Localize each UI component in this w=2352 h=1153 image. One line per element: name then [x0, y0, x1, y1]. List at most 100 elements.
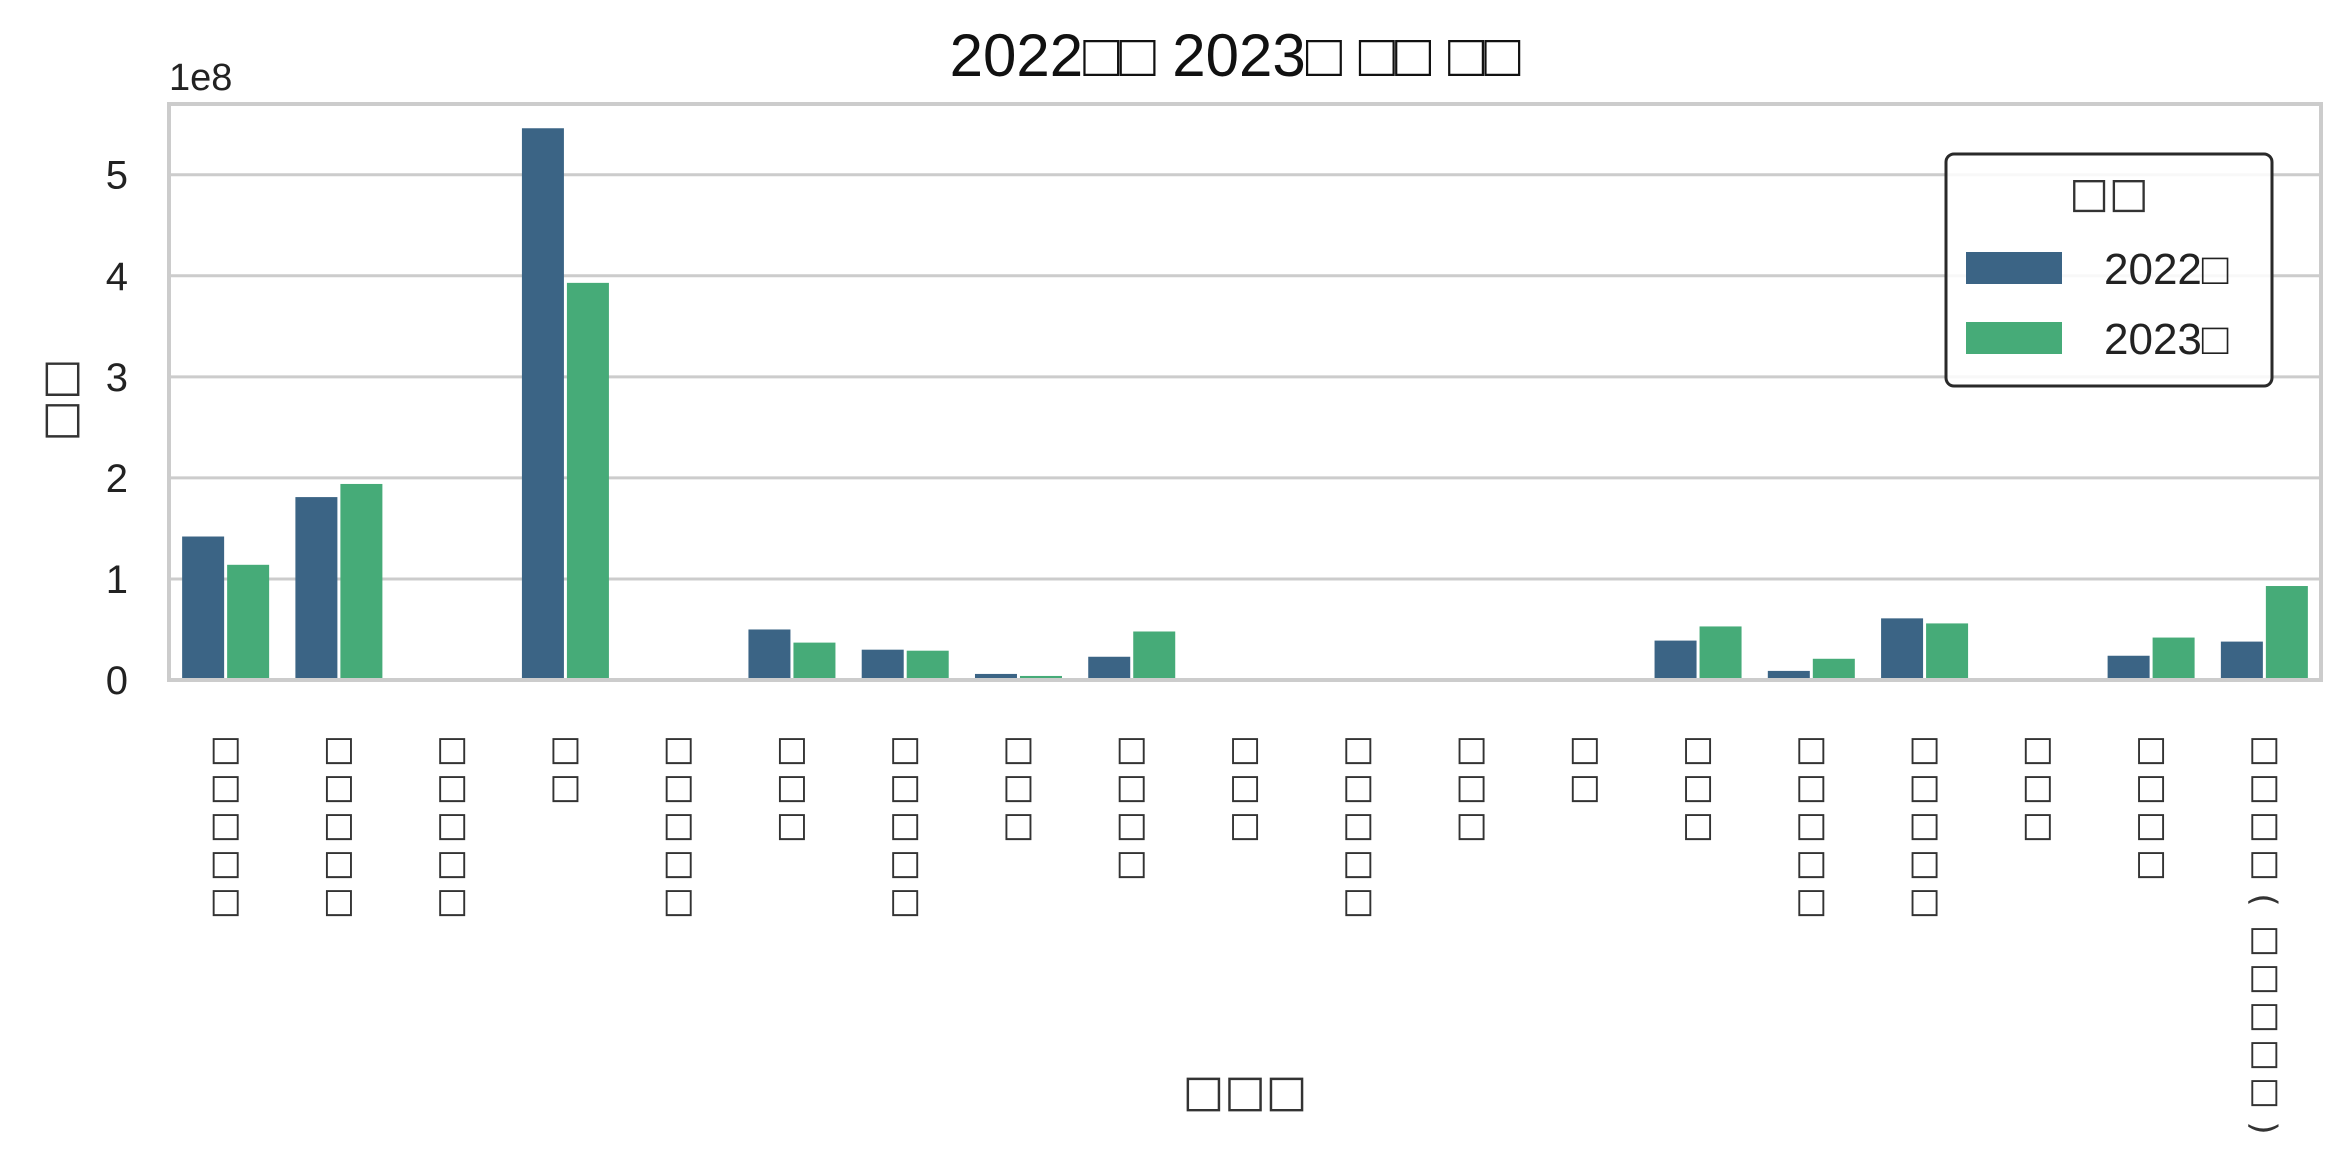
bar-2022 [2220, 641, 2263, 680]
svg-text:□: □ [1002, 767, 1034, 807]
x-tick-label: □□□□□ [889, 729, 921, 921]
svg-text:□: □ [663, 729, 695, 769]
svg-text:□: □ [323, 805, 355, 845]
svg-text:□: □ [2248, 805, 2280, 845]
legend-title: □□ [2069, 168, 2148, 217]
svg-text:□: □ [1229, 767, 1261, 807]
svg-text:□: □ [1795, 729, 1827, 769]
x-tick-label: □□□□□ [323, 729, 355, 921]
svg-text:□: □ [2022, 805, 2054, 845]
svg-text:□: □ [889, 805, 921, 845]
bar-2022 [1881, 618, 1924, 680]
bar-2023 [227, 564, 270, 680]
x-tick-label: □□□ [1455, 729, 1487, 845]
svg-text:□: □ [1569, 767, 1601, 807]
svg-text:□: □ [663, 843, 695, 883]
x-axis-label: □□□ [1183, 1066, 1308, 1117]
y-tick-label: 2 [106, 457, 128, 501]
bar-2023 [793, 642, 836, 680]
svg-text:□: □ [1909, 843, 1941, 883]
plot-frame [167, 102, 2323, 682]
x-tick-label: □□□□□ [436, 729, 468, 921]
svg-text:□: □ [1795, 881, 1827, 921]
legend-label-2022: 2022□ [2104, 245, 2229, 294]
svg-text:□: □ [663, 805, 695, 845]
svg-text:□: □ [2248, 995, 2280, 1035]
svg-text:□: □ [1795, 767, 1827, 807]
svg-text:□: □ [1909, 805, 1941, 845]
y-tick-label: 5 [106, 154, 128, 198]
legend-swatch-2022 [1966, 252, 2062, 284]
svg-text:□: □ [2022, 767, 2054, 807]
svg-text:□: □ [1455, 767, 1487, 807]
svg-text:□: □ [210, 805, 242, 845]
svg-text:□: □ [1455, 729, 1487, 769]
x-tick-label: □□□□□ [1795, 729, 1827, 921]
svg-text:□: □ [663, 881, 695, 921]
svg-text:□: □ [1682, 767, 1714, 807]
svg-text:□: □ [210, 843, 242, 883]
legend: □□ 2022□ 2023□ [1944, 152, 2274, 388]
bar-2022 [861, 649, 904, 680]
y-axis-label: □□ [34, 358, 85, 441]
svg-text:□: □ [889, 881, 921, 921]
svg-text:□: □ [1682, 729, 1714, 769]
svg-text:□: □ [2135, 729, 2167, 769]
svg-text:□: □ [436, 729, 468, 769]
svg-text:□: □ [1342, 881, 1374, 921]
svg-text:□: □ [2135, 805, 2167, 845]
svg-text:□: □ [2248, 843, 2280, 883]
svg-text:□: □ [436, 767, 468, 807]
x-tick-label: □□□ [1229, 729, 1261, 845]
bar-2023 [906, 650, 949, 680]
y-tick-label: 1 [106, 558, 128, 602]
y-tick-label: 0 [106, 659, 128, 703]
svg-text:□: □ [889, 767, 921, 807]
svg-text:□: □ [323, 767, 355, 807]
svg-text:): ) [2243, 1121, 2283, 1134]
bar-2022 [182, 536, 225, 680]
x-tick-label: □□□□(□□□□□) [2243, 729, 2283, 1135]
svg-text:□: □ [2248, 729, 2280, 769]
bar-2022 [974, 673, 1017, 680]
svg-text:□: □ [2022, 729, 2054, 769]
svg-text:□: □ [1682, 805, 1714, 845]
x-tick-label: □□ [549, 729, 581, 807]
svg-text:□: □ [776, 805, 808, 845]
bar-2022 [521, 128, 564, 680]
svg-text:□: □ [776, 729, 808, 769]
bar-2022 [1654, 640, 1697, 680]
svg-text:□: □ [1569, 729, 1601, 769]
svg-text:□: □ [1455, 805, 1487, 845]
svg-text:□: □ [663, 767, 695, 807]
bar-2023 [2265, 586, 2308, 680]
bar-2023 [1812, 658, 1855, 680]
x-tick-label: □□□ [1682, 729, 1714, 845]
svg-text:□: □ [323, 843, 355, 883]
svg-text:□: □ [1229, 729, 1261, 769]
bar-2022 [2107, 655, 2150, 680]
x-tick-label: □□□ [2022, 729, 2054, 845]
bar-2022 [295, 497, 338, 680]
svg-text:□: □ [1342, 767, 1374, 807]
bars [182, 128, 2308, 680]
x-tick-label: □□□□□ [1342, 729, 1374, 921]
svg-text:□: □ [1342, 805, 1374, 845]
chart-title: 2022□□ 2023□ □□ □□ [950, 22, 1521, 89]
y-tick-labels: 0 1 2 3 4 5 [106, 154, 128, 703]
svg-text:□: □ [323, 881, 355, 921]
svg-text:□: □ [1909, 881, 1941, 921]
svg-text:□: □ [1002, 805, 1034, 845]
svg-text:□: □ [1116, 767, 1148, 807]
svg-text:□: □ [1909, 767, 1941, 807]
svg-text:□: □ [436, 843, 468, 883]
bar-2023 [2152, 637, 2195, 680]
y-offset-label: 1e8 [169, 57, 232, 99]
bar-2023 [1019, 675, 1062, 680]
svg-text:□: □ [889, 729, 921, 769]
bar-2022 [1088, 656, 1131, 680]
svg-text:□: □ [1909, 729, 1941, 769]
x-tick-label: □□ [1569, 729, 1601, 807]
